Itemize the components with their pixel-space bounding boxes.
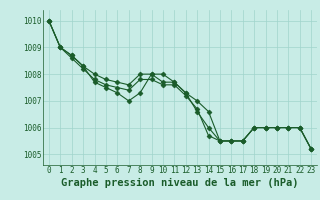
X-axis label: Graphe pression niveau de la mer (hPa): Graphe pression niveau de la mer (hPa) [61,178,299,188]
